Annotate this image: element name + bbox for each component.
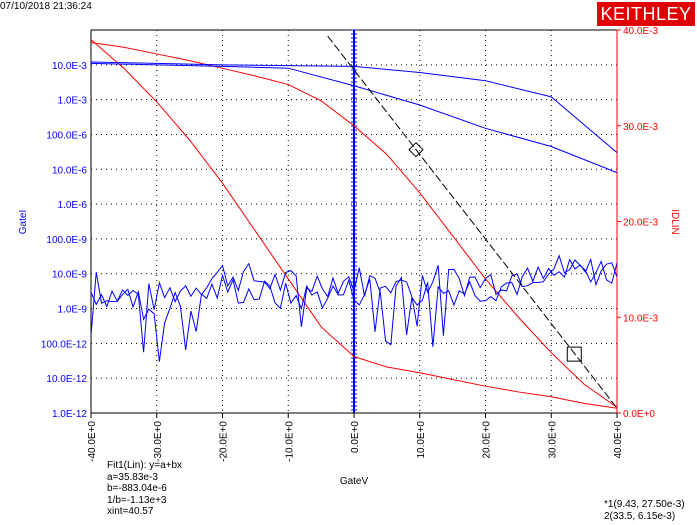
- x-tick-label: 30.0E+0: [547, 421, 558, 459]
- x-tick-label: -30.0E+0: [153, 421, 164, 462]
- left-tick-label: 100.0E-9: [46, 235, 87, 246]
- timestamp: 07/10/2018 21:36:24: [0, 1, 92, 12]
- right-tick-label: 0.0E+0: [623, 409, 655, 420]
- left-tick-label: 1.0E-9: [58, 305, 88, 316]
- idlin-series-1: [90, 39, 618, 409]
- left-tick-label: 100.0E-12: [41, 339, 88, 350]
- right-tick-label: 30.0E-3: [623, 122, 658, 133]
- fit-line-3: b=-883.04e-6: [107, 483, 167, 495]
- gatei-series-2: [90, 61, 618, 154]
- fit-line-1: Fit1(Lin): y=a+bx: [107, 460, 183, 471]
- right-tick-label: 20.0E-3: [623, 218, 658, 229]
- fit-line-2: a=35.83e-3: [107, 471, 158, 483]
- fit-info: Fit1(Lin): y=a+bx a=35.83e-3 b=-883.04e-…: [107, 460, 182, 518]
- left-tick-label: 10.0E-9: [52, 270, 87, 281]
- left-tick-label: 10.0E-3: [52, 61, 87, 72]
- left-axis-title: GateI: [18, 210, 29, 234]
- left-tick-label: 10.0E-6: [52, 165, 87, 176]
- fit-line-5: xint=40.57: [107, 506, 154, 518]
- idlin-series-0: [90, 41, 618, 408]
- right-tick-label: 10.0E-3: [623, 313, 658, 324]
- x-tick-label: 40.0E+0: [613, 421, 624, 459]
- left-tick-label: 1.0E-3: [58, 96, 88, 107]
- right-tick-label: 40.0E-3: [623, 26, 658, 37]
- cursor-info: *1(9.43, 27.50e-3) 2(33.5, 6.15e-3): [604, 499, 685, 523]
- x-tick-label: -20.0E+0: [219, 421, 230, 462]
- gatei-series-5: [90, 254, 618, 362]
- fit-line: [327, 35, 618, 409]
- fit-line-4: 1/b=-1.13e+3: [107, 494, 167, 506]
- x-tick-label: 20.0E+0: [482, 421, 493, 459]
- cursor-marker-square: [566, 346, 582, 362]
- x-tick-label: -10.0E+0: [284, 421, 295, 462]
- x-axis-title: GateV: [340, 476, 369, 487]
- keithley-logo: KEITHLEY: [597, 2, 695, 26]
- right-axis-title: IDLIN: [669, 209, 680, 235]
- left-tick-label: 1.0E-12: [52, 409, 87, 420]
- left-tick-label: 10.0E-12: [46, 374, 87, 385]
- cursor-2: 2(33.5, 6.15e-3): [604, 511, 676, 522]
- left-tick-label: 1.0E-6: [58, 200, 88, 211]
- left-tick-label: 100.0E-6: [46, 130, 87, 141]
- cursor-marker-diamond: [408, 141, 424, 158]
- cursor-1: *1(9.43, 27.50e-3): [604, 499, 685, 510]
- x-tick-label: 10.0E+0: [416, 421, 427, 459]
- x-tick-label: -40.0E+0: [87, 421, 98, 462]
- x-tick-label: 0.0E+0: [350, 421, 361, 453]
- gatei-series-4: [90, 257, 618, 353]
- gatei-series-3: [90, 62, 618, 174]
